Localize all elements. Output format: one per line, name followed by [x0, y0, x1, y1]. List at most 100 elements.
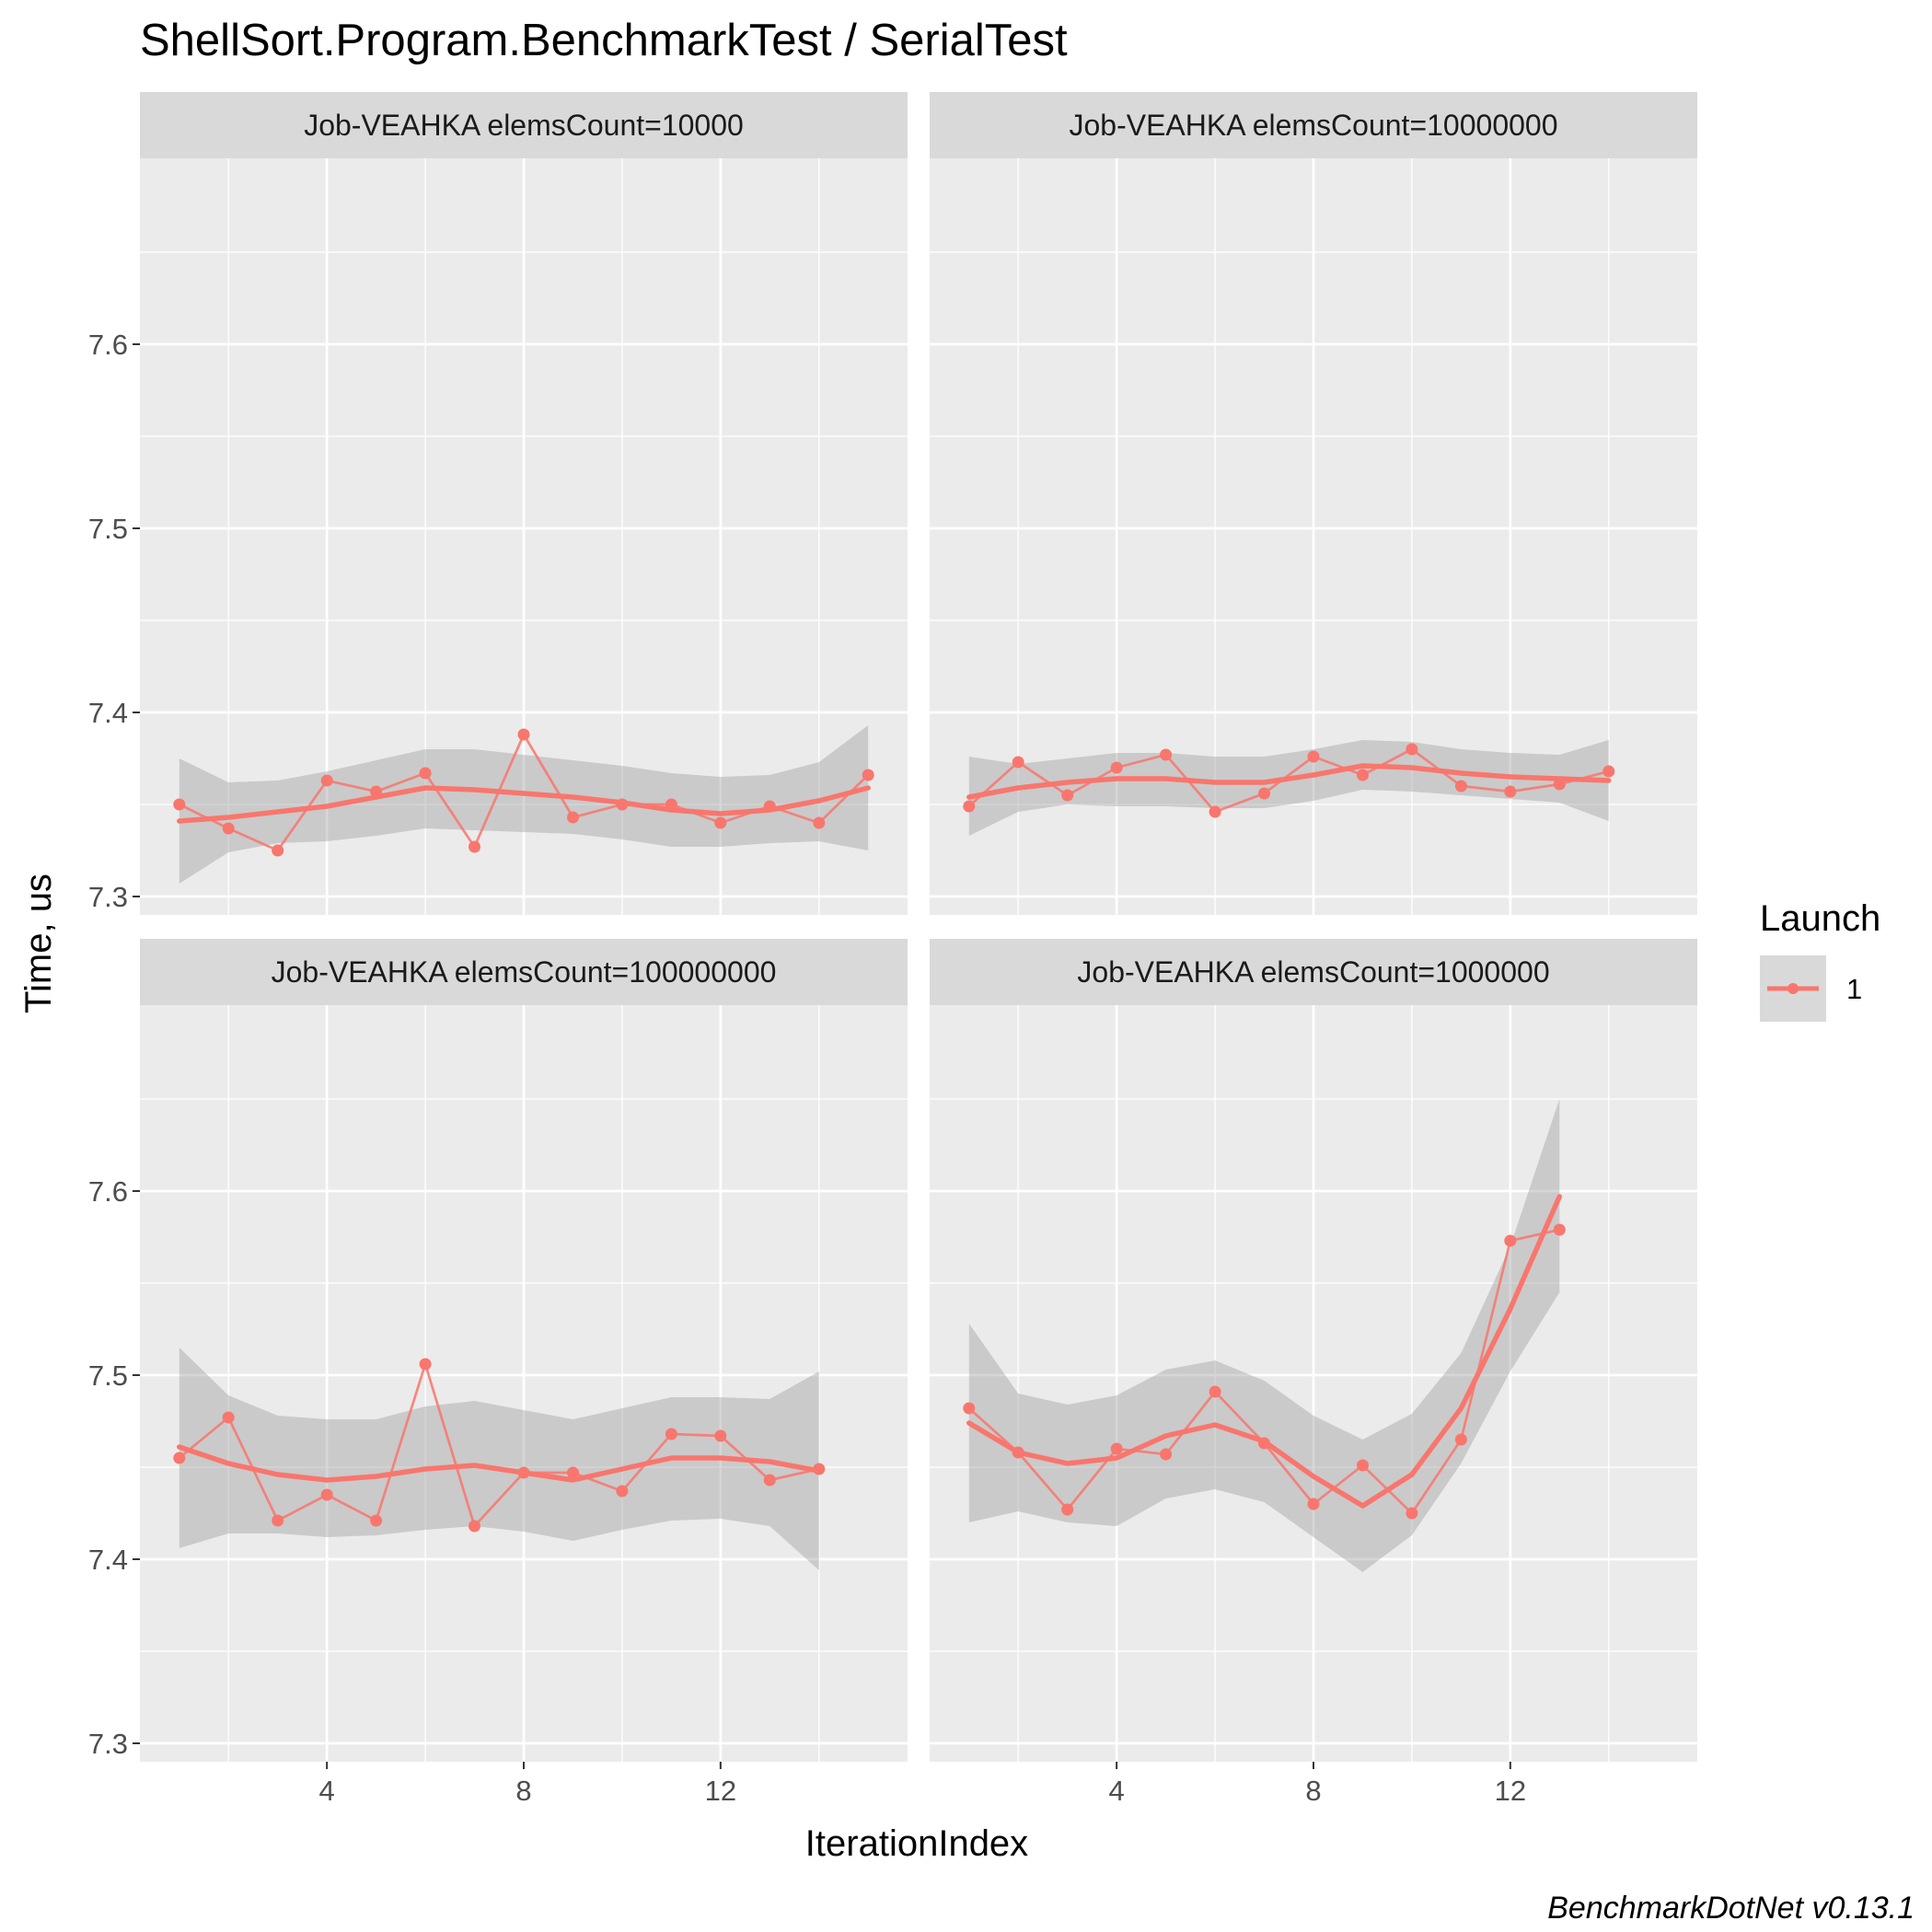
chart-title: ShellSort.Program.BenchmarkTest / Serial… — [140, 16, 1068, 65]
facet-panel: Job-VEAHKA elemsCount=1000000 — [930, 939, 1697, 1762]
data-point — [665, 1428, 677, 1440]
data-point — [272, 1514, 284, 1527]
data-point — [1209, 805, 1221, 818]
data-point — [1553, 1223, 1566, 1236]
y-tick-label: 7.6 — [88, 1175, 128, 1208]
data-point — [813, 1463, 826, 1475]
facet-strip-label: Job-VEAHKA elemsCount=1000000 — [1077, 955, 1549, 989]
data-point — [1061, 1503, 1074, 1516]
data-point — [763, 800, 776, 813]
x-axis-title: IterationIndex — [805, 1823, 1028, 1864]
facet-strip — [140, 92, 908, 158]
data-point — [1110, 761, 1123, 774]
y-axis: 7.3 7.4 7.5 7.6 7.3 7.4 7.5 7.6 — [88, 329, 140, 1760]
x-tick-label: 8 — [1305, 1775, 1321, 1807]
facet-panels: Job-VEAHKA elemsCount=10000 Job-VEAHKA el… — [140, 92, 1697, 1762]
data-point — [813, 816, 826, 829]
smooth-line — [177, 785, 871, 824]
data-point — [370, 1514, 383, 1527]
legend-item-label: 1 — [1846, 973, 1862, 1005]
data-point — [714, 816, 727, 829]
data-point — [1454, 780, 1467, 792]
y-tick-label: 7.4 — [88, 1544, 128, 1576]
facet-strip-label: Job-VEAHKA elemsCount=100000000 — [272, 955, 777, 989]
data-point — [1406, 743, 1418, 756]
legend-title: Launch — [1760, 898, 1880, 939]
data-point — [1504, 1234, 1517, 1247]
data-point — [173, 1452, 186, 1464]
data-point — [1061, 789, 1074, 802]
data-point — [1357, 1459, 1369, 1472]
facet-strip-label: Job-VEAHKA elemsCount=10000000 — [1069, 109, 1557, 142]
facet-strip — [930, 92, 1697, 158]
data-point — [222, 822, 235, 835]
data-point — [1209, 1385, 1221, 1398]
data-point — [862, 769, 874, 781]
data-point — [763, 1474, 776, 1487]
facet-strip-label: Job-VEAHKA elemsCount=10000 — [304, 109, 744, 142]
facet-strip — [930, 939, 1697, 1005]
data-point — [173, 798, 186, 811]
x-axis: 4 8 12 4 8 12 — [319, 1762, 1526, 1807]
data-point — [616, 798, 629, 811]
y-tick-label: 7.6 — [88, 329, 128, 361]
data-point — [320, 774, 333, 787]
data-point — [1160, 1448, 1173, 1461]
facet-strip — [140, 939, 908, 1005]
data-point — [419, 1358, 432, 1371]
data-point — [469, 840, 480, 853]
x-tick-label: 12 — [1495, 1775, 1526, 1807]
x-tick-label: 8 — [515, 1775, 531, 1807]
confidence-band — [179, 725, 869, 884]
series-line — [178, 1359, 820, 1529]
data-point — [370, 785, 383, 798]
data-point — [1110, 1442, 1123, 1455]
data-point — [517, 728, 530, 741]
confidence-band — [179, 1348, 819, 1570]
data-point — [1602, 765, 1615, 778]
data-point — [1012, 1446, 1024, 1459]
y-tick-label: 7.3 — [88, 1728, 128, 1760]
data-point — [665, 798, 677, 811]
data-point — [320, 1488, 333, 1501]
facet-panel: Job-VEAHKA elemsCount=10000 — [140, 92, 908, 915]
data-point — [1307, 1498, 1320, 1510]
y-tick-label: 7.4 — [88, 697, 128, 729]
data-point — [1012, 756, 1024, 769]
x-tick-label: 12 — [705, 1775, 736, 1807]
smooth-line — [966, 763, 1612, 800]
data-point — [1504, 785, 1517, 798]
data-point — [1160, 748, 1173, 761]
data-point — [1553, 778, 1566, 791]
data-point — [222, 1411, 235, 1424]
legend: Launch 1 — [1760, 898, 1880, 1022]
x-tick-label: 4 — [319, 1775, 335, 1807]
data-point — [1258, 787, 1270, 800]
data-point — [1406, 1507, 1418, 1520]
data-point — [567, 811, 579, 824]
data-point — [469, 1520, 480, 1533]
x-tick-label: 4 — [1109, 1775, 1125, 1807]
data-point — [1454, 1433, 1467, 1446]
data-point — [517, 1466, 530, 1479]
data-point — [272, 844, 284, 857]
legend-key-point — [1787, 983, 1799, 994]
data-point — [616, 1485, 629, 1498]
data-point — [1307, 750, 1320, 763]
data-point — [714, 1429, 727, 1442]
y-tick-label: 7.5 — [88, 513, 128, 545]
data-point — [419, 767, 432, 780]
series-line — [967, 747, 1610, 814]
caption: BenchmarkDotNet v0.13.1 — [1547, 1891, 1915, 1926]
data-point — [1258, 1437, 1270, 1450]
smooth-line — [177, 1444, 822, 1483]
data-point — [963, 800, 976, 813]
data-point — [1357, 769, 1369, 781]
data-point — [963, 1402, 976, 1415]
y-axis-title: Time, us — [18, 873, 59, 1013]
facet-panel: Job-VEAHKA elemsCount=100000000 — [140, 939, 908, 1762]
y-tick-label: 7.3 — [88, 881, 128, 913]
data-point — [567, 1466, 579, 1479]
facet-panel: Job-VEAHKA elemsCount=10000000 — [930, 92, 1697, 915]
